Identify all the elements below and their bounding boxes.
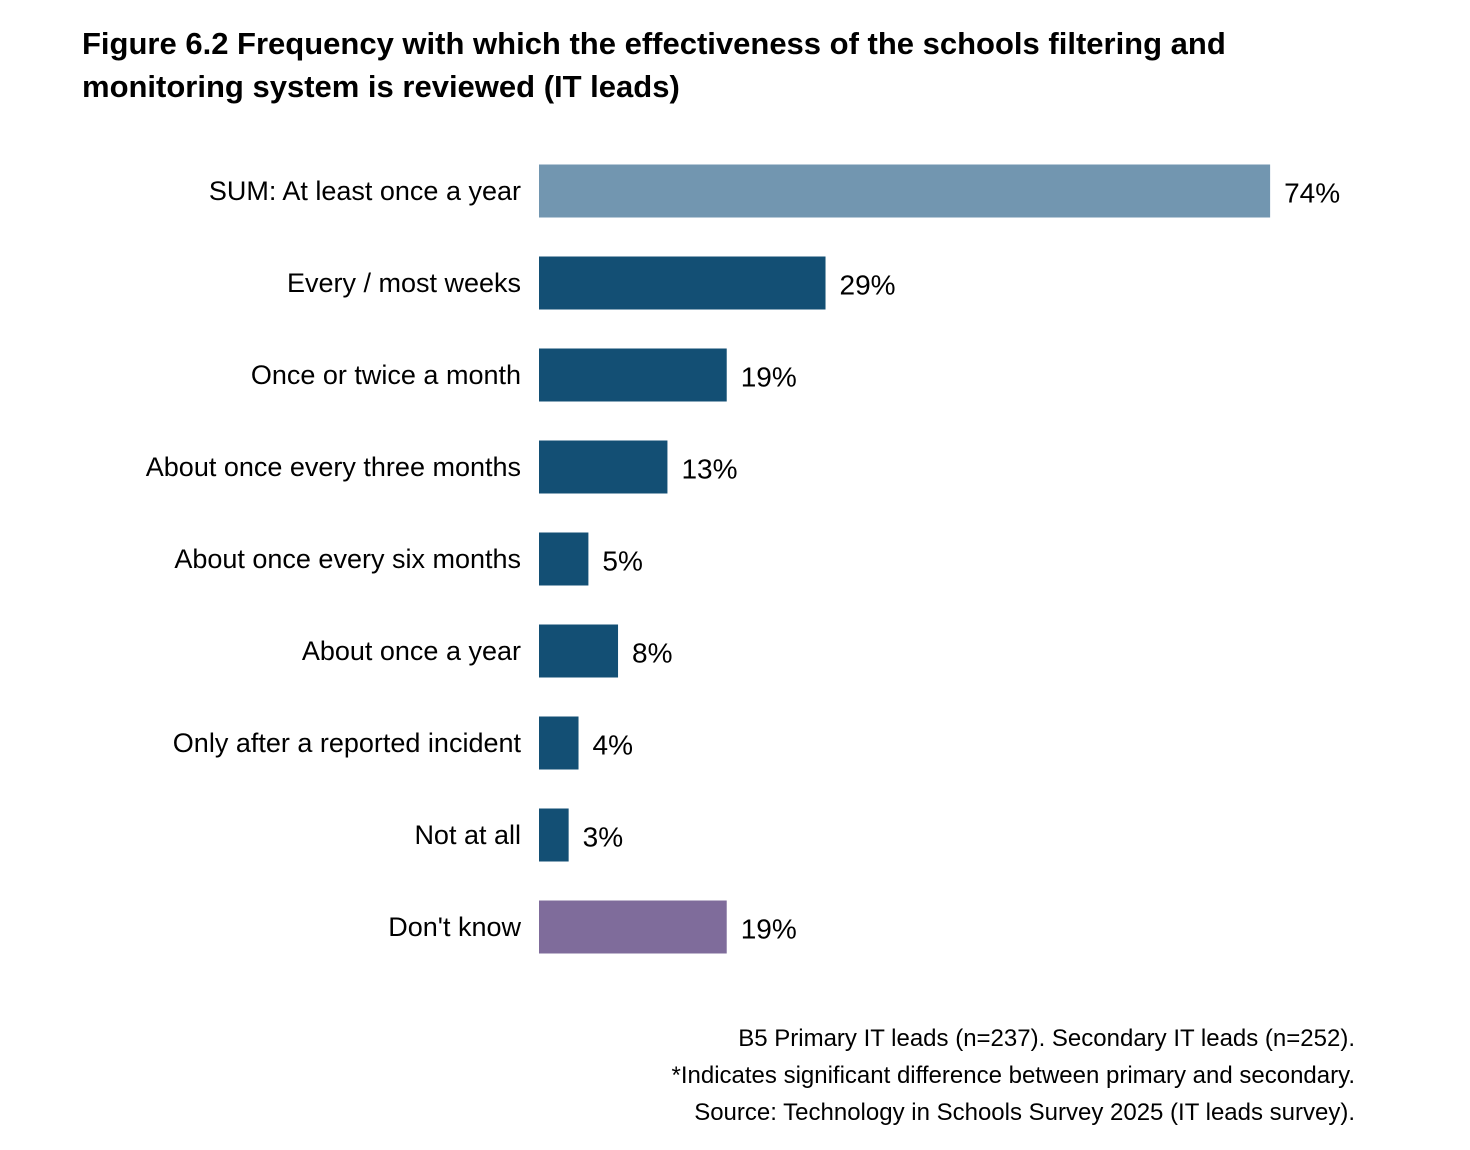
value-label-9: 19% [741,914,797,945]
footnote-base: B5 Primary IT leads (n=237). Secondary I… [738,1025,1355,1052]
footnotes: B5 Primary IT leads (n=237). Secondary I… [672,1020,1356,1131]
bar-8 [539,808,569,862]
bar-5 [539,532,589,586]
category-label-3: Once or twice a month [251,360,521,390]
category-label-2: Every / most weeks [287,268,521,298]
footnote-source: Source: Technology in Schools Survey 202… [694,1099,1355,1126]
bar-1 [539,164,1271,218]
chart-title: Figure 6.2 Frequency with which the effe… [82,26,1226,104]
value-label-8: 3% [583,822,623,853]
value-label-6: 8% [632,638,672,669]
bar-7 [539,716,579,770]
category-label-7: Only after a reported incident [173,728,522,758]
bar-4 [539,440,668,494]
category-label-8: Not at all [414,820,521,850]
bar-chart: SUM: At least once a year 74% Every / most… [146,164,1340,954]
category-label-4: About once every three months [146,452,521,482]
value-label-7: 4% [593,730,633,761]
footnote-significance: *Indicates significant difference betwee… [671,1062,1356,1089]
category-label-5: About once every six months [174,544,521,574]
value-label-4: 13% [681,454,737,485]
bar-6 [539,624,619,678]
value-label-1: 74% [1284,178,1340,209]
category-label-1: SUM: At least once a year [209,176,521,206]
category-label-6: About once a year [302,636,521,666]
value-label-5: 5% [602,546,642,577]
bar-9 [539,900,727,954]
value-label-2: 29% [840,270,896,301]
bar-2 [539,256,826,310]
bar-3 [539,348,727,402]
category-label-9: Don't know [388,912,521,942]
value-label-3: 19% [741,362,797,393]
